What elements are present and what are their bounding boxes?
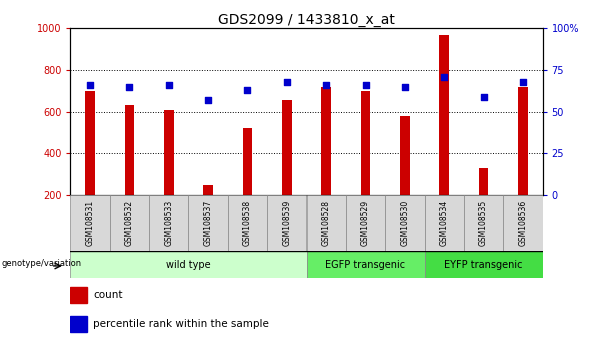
Bar [464,195,503,251]
Bar [306,251,424,278]
Bar [503,195,543,251]
Bar [189,195,228,251]
Bar [149,195,189,251]
Point [518,79,528,84]
Text: GSM108535: GSM108535 [479,200,488,246]
Text: count: count [93,290,123,301]
Bar [424,251,543,278]
Bar [267,195,306,251]
Bar [110,195,149,251]
Point [360,82,370,88]
Text: GSM108536: GSM108536 [519,200,527,246]
Bar [70,287,88,303]
Text: EYFP transgenic: EYFP transgenic [444,259,523,270]
Text: EGFP transgenic: EGFP transgenic [326,259,406,270]
Bar [321,86,331,195]
Point [164,82,173,88]
Text: GSM108532: GSM108532 [125,200,134,246]
Text: GSM108534: GSM108534 [440,200,449,246]
Point [124,84,134,89]
Bar [479,168,489,195]
Bar [385,195,424,251]
Bar [164,110,173,195]
Point [440,74,449,79]
Bar [70,195,110,251]
Text: GSM108533: GSM108533 [164,200,173,246]
Bar [518,86,528,195]
Bar [424,195,464,251]
Text: wild type: wild type [166,259,211,270]
Bar [70,316,88,332]
Bar [306,195,346,251]
Text: GSM108529: GSM108529 [361,200,370,246]
Bar [228,195,267,251]
Bar [440,35,449,195]
Bar [282,100,292,195]
Text: GSM108530: GSM108530 [400,200,409,246]
Bar [124,105,134,195]
Bar [243,128,253,195]
Point [85,82,95,88]
Point [321,82,331,88]
Text: GSM108538: GSM108538 [243,200,252,246]
Point [204,97,213,103]
Text: GSM108539: GSM108539 [283,200,291,246]
Point [479,94,489,99]
Bar [204,185,213,195]
Text: percentile rank within the sample: percentile rank within the sample [93,319,269,329]
Point [243,87,253,93]
Text: GSM108531: GSM108531 [86,200,94,246]
Text: genotype/variation: genotype/variation [1,259,82,268]
Bar [360,91,370,195]
Bar [400,116,409,195]
Point [400,84,409,89]
Bar [70,251,306,278]
Bar [346,195,385,251]
Title: GDS2099 / 1433810_x_at: GDS2099 / 1433810_x_at [218,13,395,27]
Text: GSM108537: GSM108537 [204,200,213,246]
Point [282,79,292,84]
Text: GSM108528: GSM108528 [322,200,330,246]
Bar [85,91,95,195]
